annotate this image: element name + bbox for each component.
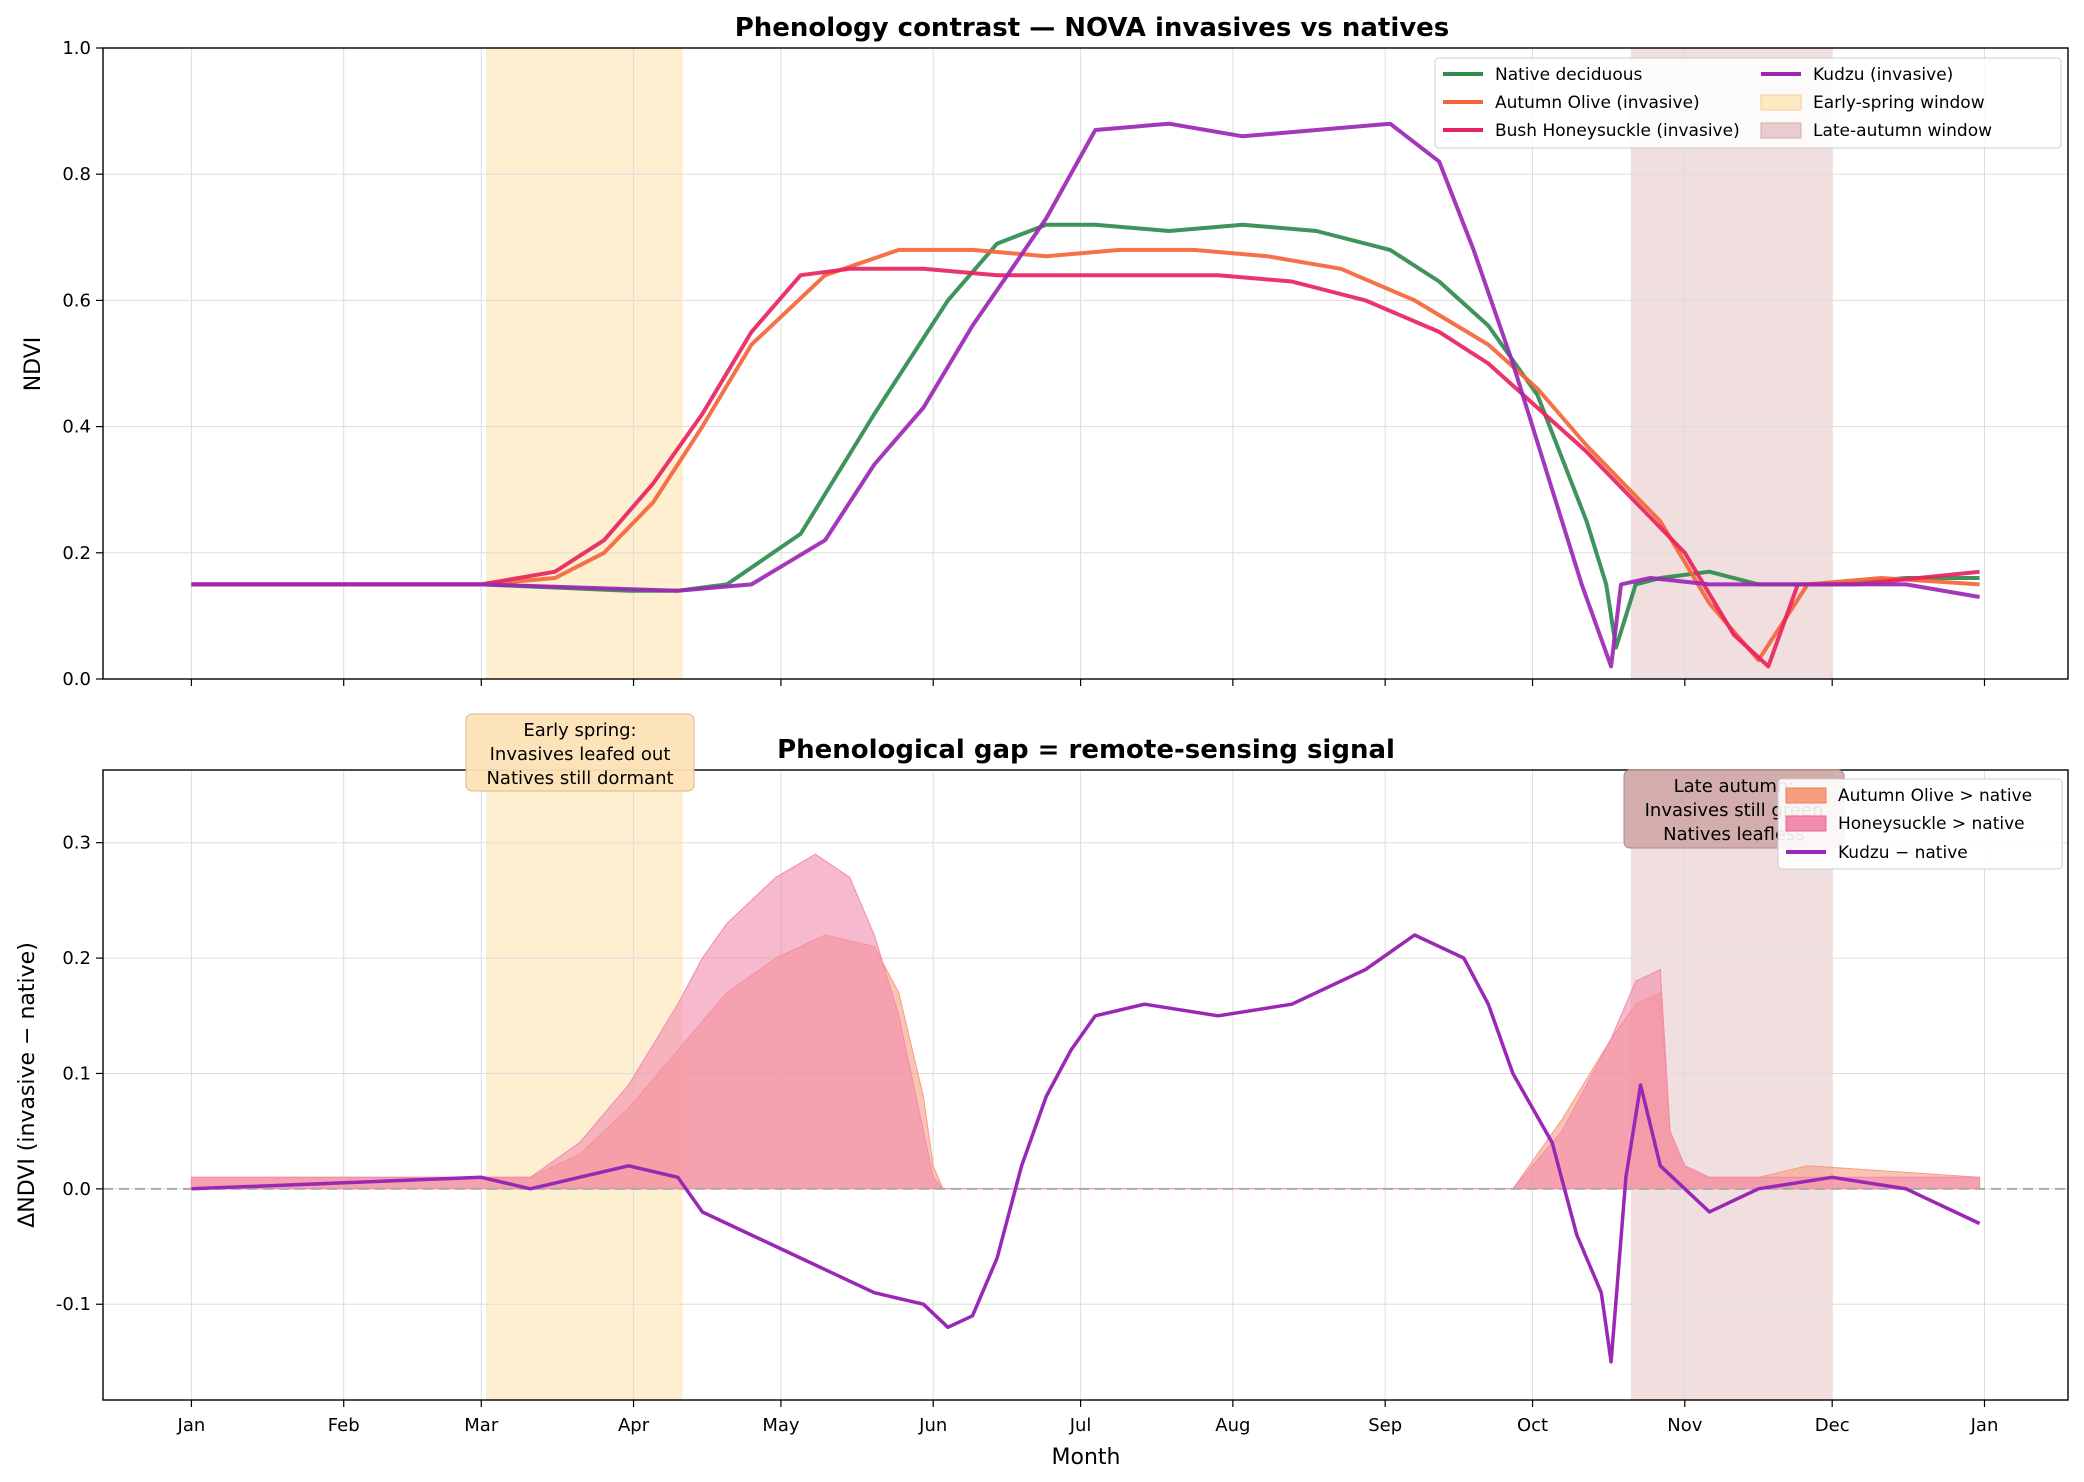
legend-label-honeysuckle-fill: Honeysuckle > native [1838,814,2025,834]
legend-item-honeysuckle-fill: Honeysuckle > native [1785,814,2025,834]
bottom-panel: Phenological gap = remote-sensing signal… [15,713,2069,1470]
bottom-series-group [103,853,2068,1364]
bottom-y-axis-label: ΔNDVI (invasive − native) [15,942,40,1228]
top-series-group [191,121,1980,669]
early-spring-window-band [486,48,683,679]
top-plot-frame [102,47,2069,680]
x-tick-label: May [762,1415,800,1436]
y-tick-label: 0.0 [62,669,91,690]
legend-item-late-window: Late-autumn window [1760,121,1992,141]
legend-item-kudzu-delta: Kudzu − native [1786,843,1968,863]
late-autumn-window-band [1630,48,1833,679]
x-tick-label: Oct [1517,1415,1548,1436]
annotation-early-line-3: Natives still dormant [486,768,673,789]
legend-label-early-window: Early-spring window [1813,93,1985,113]
y-tick-label: 0.4 [62,417,91,438]
annotation-late-line-3: Natives leafless [1663,824,1805,845]
x-tick-label: Jan [1970,1415,1999,1436]
legend-label-late-window: Late-autumn window [1813,121,1992,141]
legend-swatch-olive-fill [1785,787,1827,804]
legend-swatch-early-window [1760,94,1802,111]
top-panel: Phenology contrast — NOVA invasives vs n… [21,13,2069,690]
legend-label-kudzu: Kudzu (invasive) [1813,65,1953,85]
legend-swatch-late-window [1760,122,1802,139]
y-tick-label: -0.1 [56,1294,91,1315]
legend-label-kudzu-delta: Kudzu − native [1838,843,1968,863]
top-shaded-windows [486,48,1833,679]
top-y-ticks: 0.0 0.2 0.4 0.6 0.8 1.0 [62,38,103,690]
y-tick-label: 0.1 [62,1063,91,1084]
legend-label-olive-fill: Autumn Olive > native [1838,786,2032,806]
x-tick-label: Jun [918,1415,947,1436]
series-line-honeysuckle [191,266,1980,669]
annotation-early-line-2: Invasives leafed out [490,744,671,765]
legend-label-olive: Autumn Olive (invasive) [1495,93,1700,113]
bottom-x-axis-label: Month [1052,1445,1121,1470]
x-tick-label: Feb [328,1415,360,1436]
x-tick-label: Nov [1667,1415,1702,1436]
y-tick-label: 1.0 [62,38,91,59]
x-tick-label: Sep [1368,1415,1402,1436]
legend-item-native: Native deciduous [1443,65,1643,85]
annotation-late-line-1: Late autumn: [1674,776,1795,797]
bottom-plot-frame [102,769,2069,1401]
top-x-ticks [190,679,1986,686]
y-tick-label: 0.3 [62,833,91,854]
x-tick-label: Jul [1069,1415,1092,1436]
series-line-olive [191,247,1980,663]
legend-item-kudzu: Kudzu (invasive) [1761,65,1953,85]
x-tick-label: Aug [1215,1415,1250,1436]
x-tick-label: Jan [177,1415,206,1436]
x-tick-label: Mar [464,1415,499,1436]
annotation-early-line-1: Early spring: [523,720,636,741]
annotation-early-spring: Early spring: Invasives leafed out Nativ… [465,713,695,792]
y-tick-label: 0.2 [62,543,91,564]
legend-label-native: Native deciduous [1495,65,1643,85]
series-line-kudzu-delta [191,933,1981,1364]
legend-label-honeysuckle: Bush Honeysuckle (invasive) [1495,121,1740,141]
top-chart-title: Phenology contrast — NOVA invasives vs n… [735,13,1450,43]
legend-swatch-honeysuckle-fill [1785,815,1827,832]
x-tick-label: Apr [618,1415,650,1436]
y-tick-label: 0.6 [62,290,91,311]
bottom-chart-title: Phenological gap = remote-sensing signal [777,735,1395,765]
series-line-native [191,222,1980,650]
series-line-kudzu [191,121,1980,669]
bottom-x-ticks: Jan Feb Mar Apr May Jun Jul Aug Sep Oct Nov Dec Jan [177,1400,1999,1436]
top-legend: Native deciduous Autumn Olive (invasive)… [1434,57,2062,149]
annotation-early-box [465,713,695,792]
legend-item-early-window: Early-spring window [1760,93,1985,113]
y-tick-label: 0.2 [62,948,91,969]
x-tick-label: Dec [1815,1415,1850,1436]
bottom-legend: Autumn Olive > native Honeysuckle > nati… [1777,778,2063,870]
legend-item-honeysuckle: Bush Honeysuckle (invasive) [1443,121,1740,141]
top-y-axis-label: NDVI [21,337,46,392]
legend-item-olive-fill: Autumn Olive > native [1785,786,2032,806]
bottom-legend-box [1777,778,2063,870]
legend-item-olive: Autumn Olive (invasive) [1443,93,1700,113]
y-tick-label: 0.0 [62,1179,91,1200]
bottom-y-ticks: -0.1 0.0 0.1 0.2 0.3 [56,833,103,1315]
top-legend-box [1434,57,2062,149]
y-tick-label: 0.8 [62,164,91,185]
